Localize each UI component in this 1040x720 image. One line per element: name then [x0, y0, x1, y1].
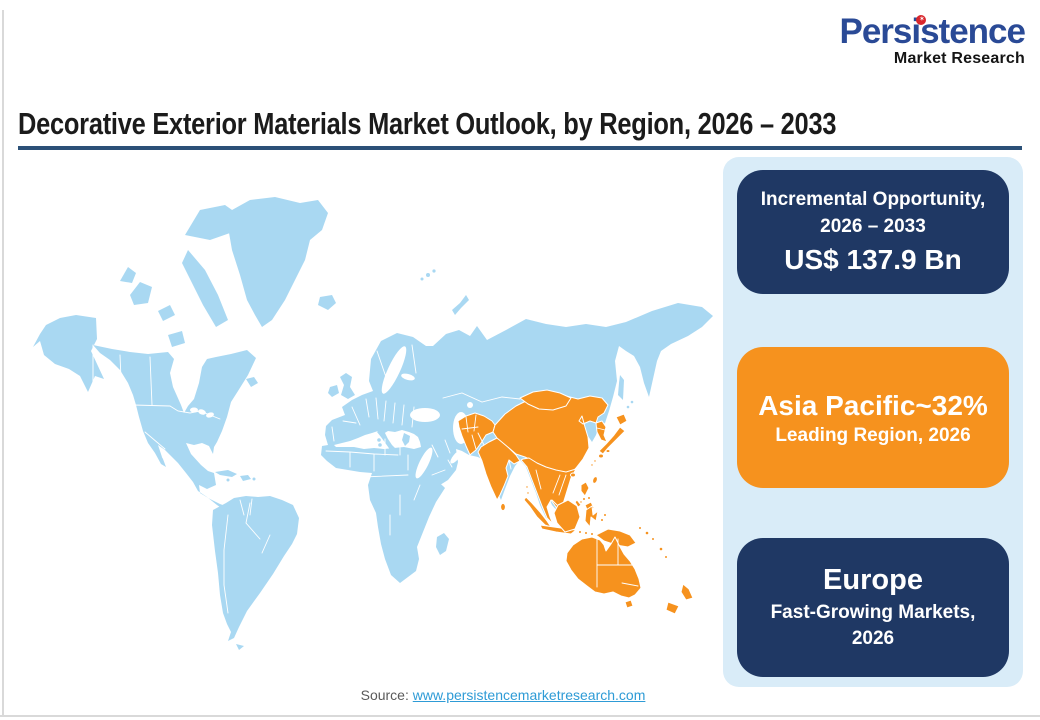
- source-label: Source:: [360, 687, 413, 703]
- card-incremental-opportunity: Incremental Opportunity, 2026 – 2033 US$…: [737, 170, 1009, 294]
- mediterranean-peninsulas: [377, 429, 412, 454]
- card-line: 2026: [851, 627, 895, 649]
- title-underline: [18, 146, 1022, 150]
- card-fast-growing: Europe Fast-Growing Markets, 2026: [737, 538, 1009, 677]
- source-line: Source: www.persistencemarketresearch.co…: [0, 687, 1006, 703]
- card-line: Fast-Growing Markets,: [770, 601, 976, 623]
- card-line: Incremental Opportunity,: [760, 189, 986, 211]
- slide-bottom-edge: [0, 715, 1040, 717]
- stats-panel: Incremental Opportunity, 2026 – 2033 US$…: [723, 157, 1023, 687]
- card-value: US$ 137.9 Bn: [784, 243, 962, 275]
- card-line: 2026 – 2033: [820, 215, 926, 237]
- card-line: Leading Region, 2026: [775, 424, 971, 446]
- page-title: Decorative Exterior Materials Market Out…: [18, 106, 837, 141]
- asia-pacific-region-highlight: [457, 389, 694, 615]
- card-leading-region: Asia Pacific~32% Leading Region, 2026: [737, 347, 1009, 488]
- card-value: Asia Pacific~32%: [758, 390, 988, 422]
- logo-subtitle: Market Research: [893, 50, 1025, 67]
- slide-left-edge: [2, 10, 4, 716]
- card-value: Europe: [823, 563, 923, 596]
- world-map: [33, 197, 713, 650]
- logo-red-dot-icon: ✶: [916, 15, 927, 25]
- source-link[interactable]: www.persistencemarketresearch.com: [412, 687, 646, 703]
- logo: Persistence ✶ Market Research: [839, 12, 1026, 67]
- logo-brand-text: Persistence ✶: [839, 12, 1026, 51]
- country-borders: [92, 344, 521, 614]
- region-internal-borders: [461, 414, 642, 588]
